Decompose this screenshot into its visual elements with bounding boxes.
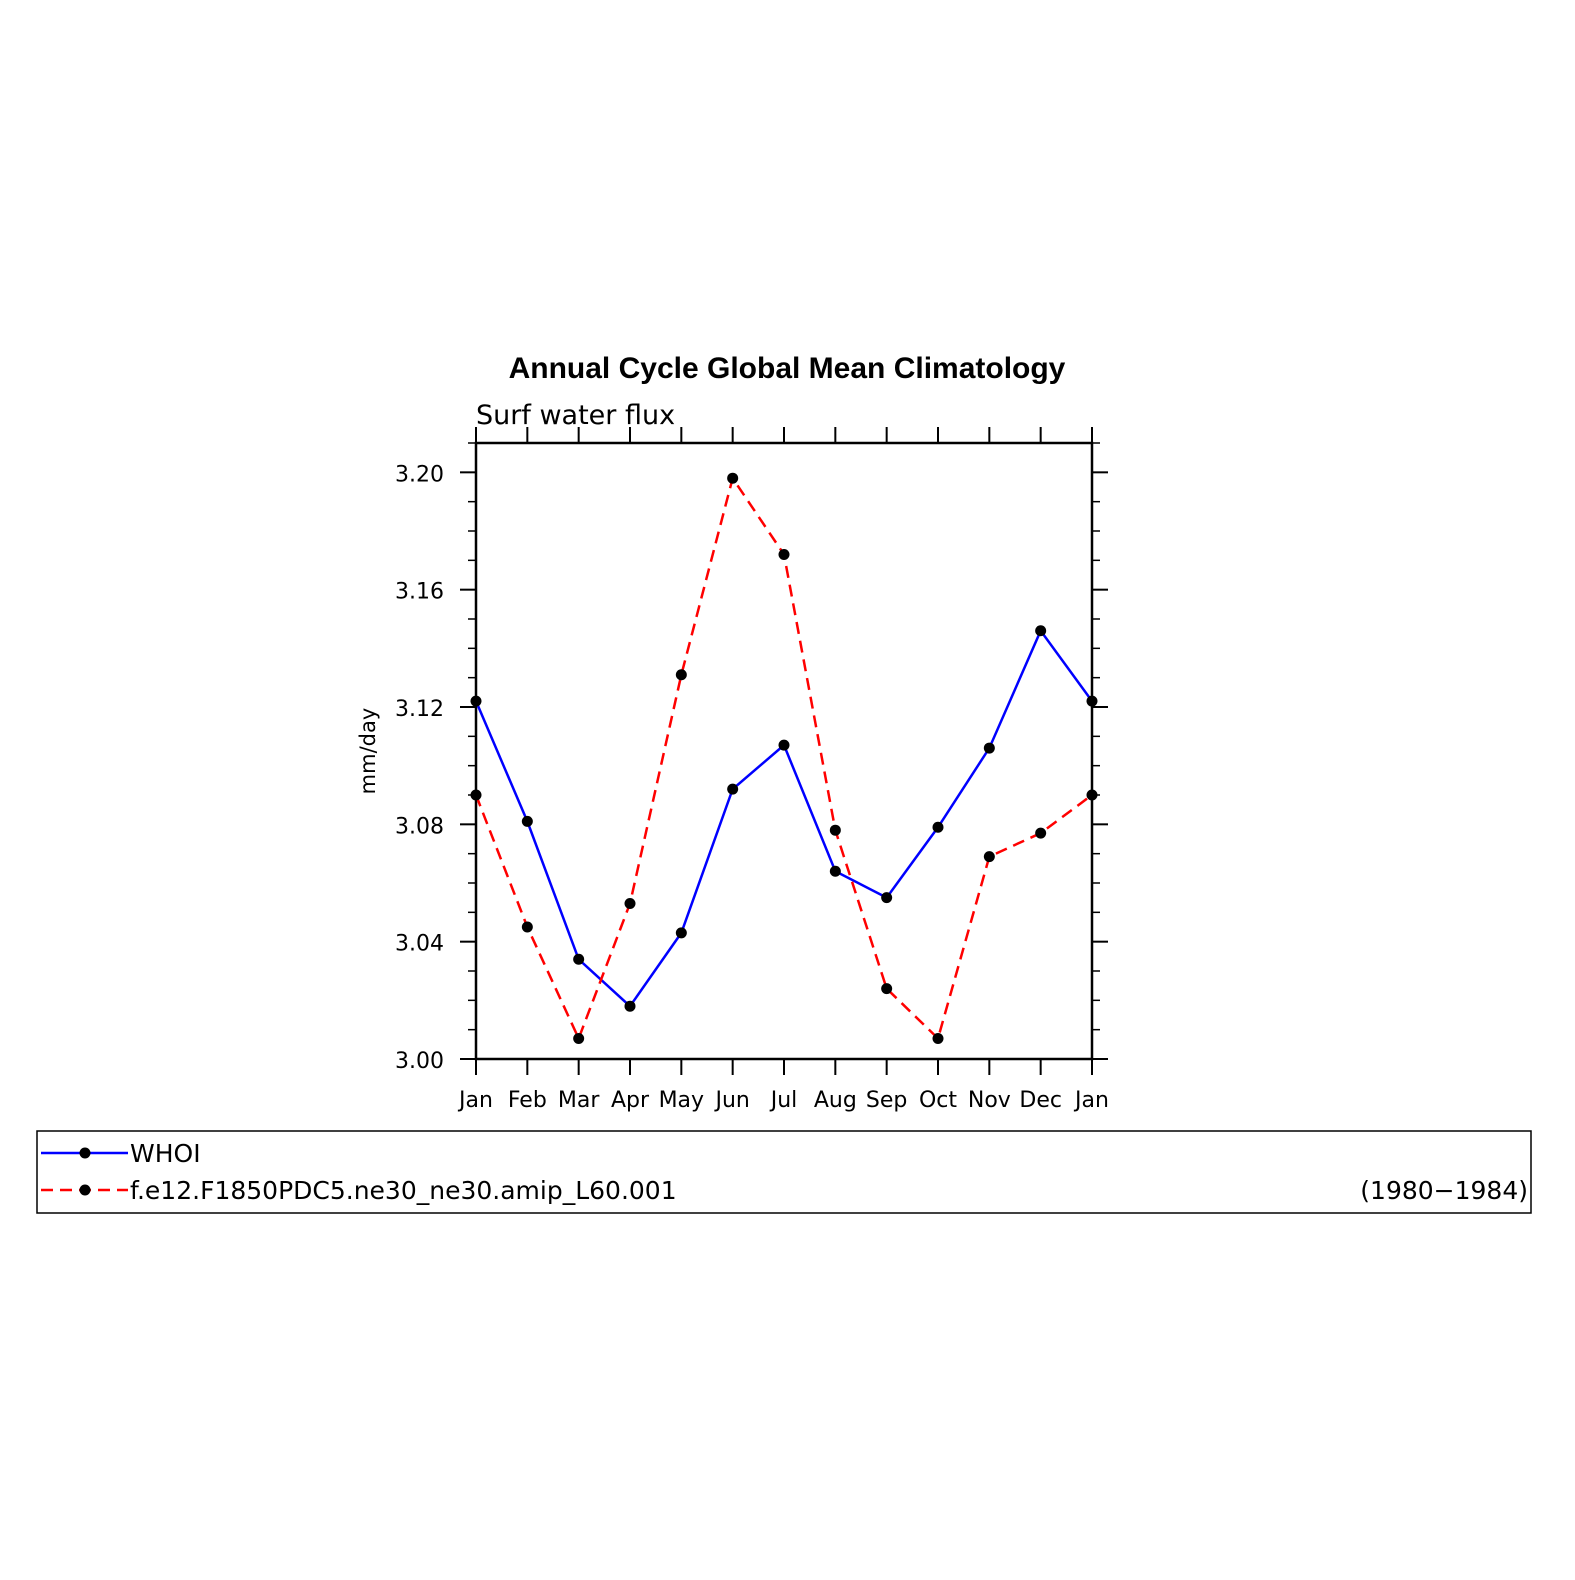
series-1-point (1086, 695, 1098, 707)
series-1-point (778, 739, 790, 751)
series-2-point (624, 898, 636, 910)
series-1-point (521, 815, 533, 827)
series-2-point (983, 851, 995, 863)
y-tick-label: 3.16 (395, 580, 444, 605)
series-1-point (675, 927, 687, 939)
y-tick-label: 3.00 (395, 1049, 444, 1074)
legend-label-1: WHOI (130, 1139, 201, 1168)
series-1-point (932, 821, 944, 833)
series-2-point (470, 789, 482, 801)
x-tick-label: Jul (769, 1088, 798, 1113)
series-1-point (624, 1000, 636, 1012)
series-line-1 (474, 628, 1094, 1009)
series-2-point (675, 669, 687, 681)
x-tick-label: Nov (968, 1088, 1011, 1113)
x-tick-label: Sep (866, 1088, 907, 1113)
chart-subtitle: Surf water flux (476, 400, 675, 431)
series-1-point (573, 953, 585, 965)
series-1-point (1035, 625, 1047, 637)
series-1-point (470, 695, 482, 707)
series-2-point (1086, 789, 1098, 801)
legend-box (36, 1130, 1532, 1214)
series-1-point (829, 865, 841, 877)
x-tick-label: Aug (814, 1088, 857, 1113)
series-line-2 (474, 475, 1093, 1042)
legend-swatch-marker-1 (79, 1147, 91, 1159)
legend-swatch-marker-2 (79, 1184, 91, 1196)
chart-title: Annual Cycle Global Mean Climatology (509, 352, 1066, 385)
series-2-point (1035, 827, 1047, 839)
legend-label-2: f.e12.F1850PDC5.ne30_ne30.amip_L60.001 (130, 1176, 677, 1205)
series-2-point (778, 548, 790, 560)
x-tick-label: Feb (508, 1088, 547, 1113)
legend: WHOI f.e12.F1850PDC5.ne30_ne30.amip_L60.0… (41, 1139, 677, 1205)
series-layer (470, 472, 1098, 1044)
x-tick-label: Apr (611, 1088, 650, 1113)
x-tick-label: Jun (713, 1088, 749, 1113)
series-2-point (829, 824, 841, 836)
series-2-point (881, 983, 893, 995)
x-tick-label: Jan (1073, 1088, 1109, 1113)
x-tick-label: Mar (558, 1088, 600, 1113)
x-tick-label: Oct (919, 1088, 957, 1113)
x-tick-label: Dec (1019, 1088, 1062, 1113)
plot-frame (474, 441, 1094, 1061)
series-2-point (573, 1032, 585, 1044)
x-tick-label: Jan (457, 1088, 493, 1113)
y-tick-label: 3.04 (395, 932, 444, 957)
series-1-point (983, 742, 995, 754)
series-1-point (881, 892, 893, 904)
y-tick-label: 3.08 (395, 814, 444, 839)
x-tick-label: May (659, 1088, 704, 1113)
y-tick-label: 3.12 (395, 697, 444, 722)
series-2-point (727, 472, 739, 484)
y-tick-label: 3.20 (395, 462, 444, 487)
series-1-point (727, 783, 739, 795)
series-2-point (932, 1032, 944, 1044)
y-axis-label: mm/day (356, 708, 380, 795)
legend-period-label: (1980−1984) (1360, 1176, 1528, 1205)
axes-layer: Jan Feb Mar Apr May Jun Jul Aug Sep Oct Nov Dec Jan 3… (395, 427, 1109, 1113)
series-2-point (521, 921, 533, 933)
